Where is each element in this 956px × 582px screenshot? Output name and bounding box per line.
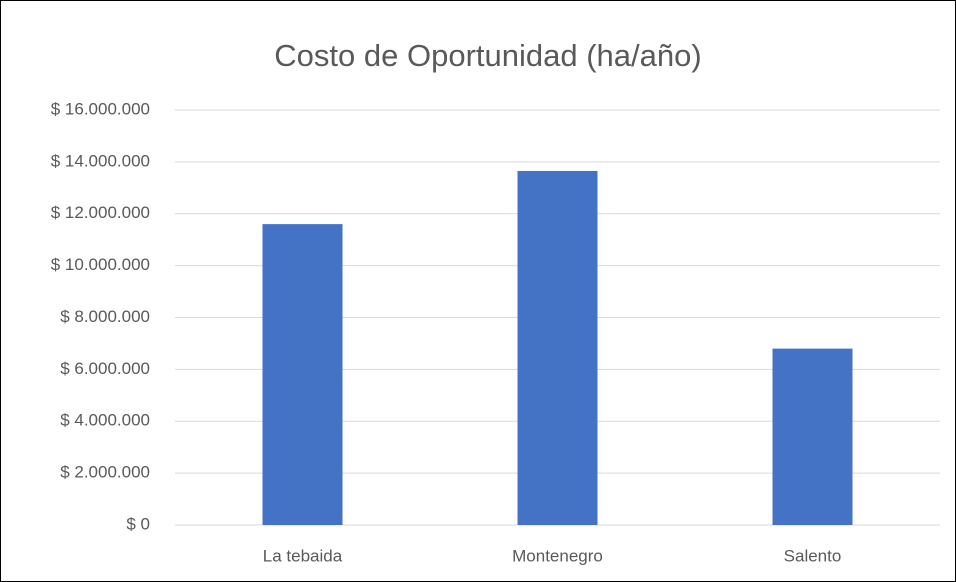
y-tick-label: $ 4.000.000 <box>60 411 150 430</box>
y-tick-label: $ 0 <box>126 514 150 533</box>
x-tick-label: Salento <box>784 546 842 565</box>
y-tick-label: $ 10.000.000 <box>51 255 150 274</box>
y-tick-label: $ 14.000.000 <box>51 151 150 170</box>
y-tick-label: $ 6.000.000 <box>60 359 150 378</box>
x-tick-label: La tebaida <box>263 546 343 565</box>
y-tick-label: $ 8.000.000 <box>60 307 150 326</box>
y-tick-label: $ 12.000.000 <box>51 203 150 222</box>
y-tick-label: $ 2.000.000 <box>60 463 150 482</box>
chart-title: Costo de Oportunidad (ha/año) <box>274 38 701 73</box>
y-tick-label: $ 16.000.000 <box>51 99 150 118</box>
bar <box>517 170 598 525</box>
x-tick-label: Montenegro <box>512 546 603 565</box>
bar <box>772 348 853 525</box>
bar <box>262 224 343 525</box>
